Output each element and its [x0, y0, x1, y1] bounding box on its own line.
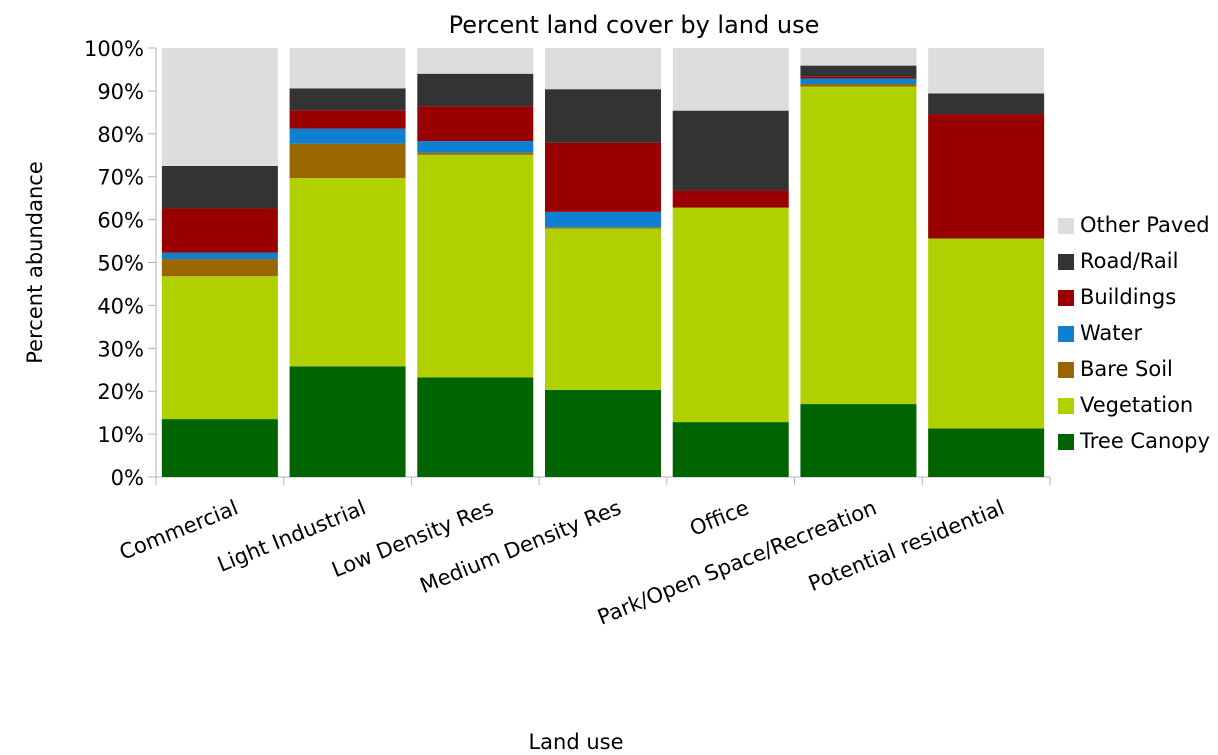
bar-segment-buildings: [417, 106, 534, 142]
bar-segment-water: [289, 128, 406, 144]
bar-segment-vegetation: [672, 207, 789, 423]
y-tick-label: 50%: [97, 252, 144, 276]
bar-segment-buildings: [289, 110, 406, 129]
chart-legend: Other Paved Road/Rail Buildings Water Bare S…: [1058, 212, 1218, 464]
legend-item: Water: [1058, 320, 1218, 347]
bar-segment-vegetation: [417, 154, 534, 378]
y-tick-label: 20%: [97, 380, 144, 404]
x-axis-label: Land use: [528, 730, 623, 754]
y-tick-label: 80%: [97, 123, 144, 147]
bar-segment-buildings: [928, 114, 1045, 239]
bar-segment-tree-canopy: [161, 419, 278, 477]
y-tick-label: 100%: [84, 37, 144, 61]
y-tick-label: 10%: [97, 423, 144, 447]
bar-segment-other-paved: [161, 48, 278, 166]
legend-item: Bare Soil: [1058, 356, 1218, 383]
bar-segment-tree-canopy: [928, 428, 1045, 477]
legend-swatch: [1058, 254, 1074, 270]
bar-segment-other-paved: [289, 48, 406, 89]
legend-item: Buildings: [1058, 284, 1218, 311]
bar-segment-water: [800, 78, 917, 85]
legend-swatch: [1058, 362, 1074, 378]
bar-segment-buildings: [545, 142, 661, 212]
legend-swatch: [1058, 290, 1074, 306]
bar-segment-bare-soil: [545, 227, 661, 229]
bar-segment-road-rail: [289, 88, 406, 111]
bar-segment-bare-soil: [417, 152, 534, 155]
bar-segment-bare-soil: [800, 84, 917, 87]
bar-segment-water: [161, 252, 278, 260]
bar-segment-other-paved: [417, 48, 534, 74]
bar-segment-road-rail: [800, 65, 917, 77]
bar-segment-buildings: [672, 190, 789, 208]
bar-segment-other-paved: [545, 48, 661, 90]
y-axis-label: Percent abundance: [23, 161, 47, 363]
legend-label: Buildings: [1080, 285, 1177, 309]
bar-segment-tree-canopy: [800, 404, 917, 477]
legend-swatch: [1058, 218, 1074, 234]
bar-segment-vegetation: [928, 238, 1045, 429]
legend-label: Tree Canopy: [1080, 429, 1210, 453]
y-tick-label: 60%: [97, 209, 144, 233]
bar-segment-vegetation: [545, 228, 661, 390]
legend-label: Vegetation: [1080, 393, 1194, 417]
legend-label: Road/Rail: [1080, 249, 1179, 273]
bar-segment-tree-canopy: [672, 422, 789, 477]
y-tick-label: 30%: [97, 337, 144, 361]
bar-segment-buildings: [800, 76, 917, 79]
bar-segment-road-rail: [545, 89, 661, 143]
bar-segment-vegetation: [800, 86, 917, 405]
legend-item: Tree Canopy: [1058, 428, 1218, 455]
x-tick-label: Office: [686, 495, 752, 540]
legend-swatch: [1058, 326, 1074, 342]
y-tick-label: 40%: [97, 294, 144, 318]
legend-swatch: [1058, 398, 1074, 414]
legend-item: Vegetation: [1058, 392, 1218, 419]
bar-segment-other-paved: [800, 48, 917, 66]
legend-item: Other Paved: [1058, 212, 1218, 239]
bar-segment-buildings: [161, 208, 278, 253]
bar-segment-tree-canopy: [545, 389, 661, 477]
bar-segment-tree-canopy: [289, 366, 406, 477]
legend-label: Other Paved: [1080, 213, 1210, 237]
legend-label: Water: [1080, 321, 1143, 345]
bar-segment-tree-canopy: [417, 377, 534, 477]
bar-segment-water: [545, 211, 661, 228]
bar-segment-road-rail: [417, 73, 534, 107]
bar-segment-vegetation: [161, 276, 278, 420]
y-tick-label: 0%: [111, 466, 144, 490]
bar-segment-water: [417, 141, 534, 153]
legend-swatch: [1058, 434, 1074, 450]
bar-segment-bare-soil: [289, 143, 406, 178]
bar-segment-road-rail: [672, 110, 789, 191]
legend-label: Bare Soil: [1080, 357, 1173, 381]
y-tick-label: 70%: [97, 166, 144, 190]
chart-title: Percent land cover by land use: [449, 11, 820, 39]
bar-segment-other-paved: [672, 48, 789, 111]
bar-segment-other-paved: [928, 48, 1045, 94]
bar-segment-road-rail: [161, 165, 278, 209]
y-tick-label: 90%: [97, 80, 144, 104]
bar-segment-road-rail: [928, 93, 1045, 115]
legend-item: Road/Rail: [1058, 248, 1218, 275]
bar-segment-bare-soil: [161, 259, 278, 277]
bar-segment-vegetation: [289, 177, 406, 367]
